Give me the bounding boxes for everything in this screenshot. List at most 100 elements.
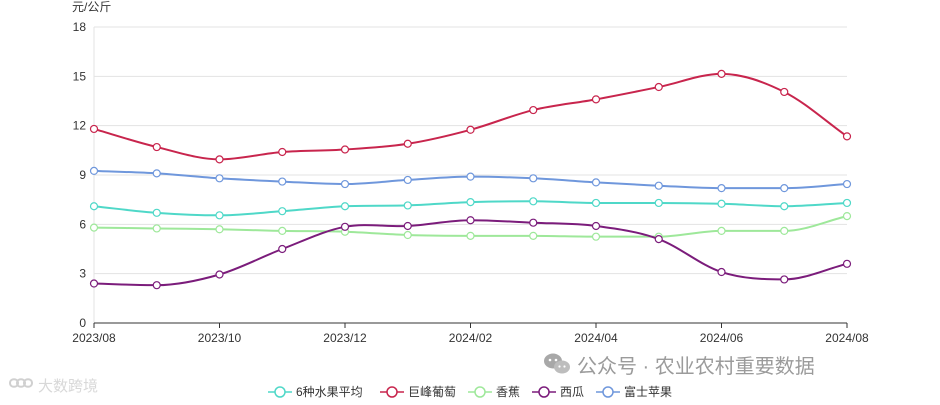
legend-marker-icon bbox=[602, 386, 614, 398]
data-point bbox=[278, 147, 287, 157]
data-point bbox=[466, 198, 475, 207]
x-axis: 2023/08 2023/10 2023/12 2024/02 2024/04 2024/… bbox=[72, 322, 869, 345]
legend-label: 富士苹果 bbox=[624, 384, 672, 399]
data-point bbox=[152, 208, 161, 217]
data-point bbox=[529, 231, 538, 240]
data-point bbox=[717, 184, 726, 193]
data-point bbox=[654, 198, 663, 208]
legend-label: 西瓜 bbox=[560, 385, 584, 399]
data-point bbox=[466, 172, 475, 181]
data-point bbox=[403, 221, 412, 231]
data-point bbox=[529, 105, 538, 115]
y-axis-ticks: 0 3 6 9 12 15 18 bbox=[73, 20, 87, 330]
data-point bbox=[717, 199, 726, 208]
data-point bbox=[278, 177, 287, 186]
data-point bbox=[215, 211, 224, 220]
legend-marker-icon bbox=[474, 386, 486, 398]
watermark-dashu: 大数跨境 bbox=[38, 377, 98, 395]
data-point bbox=[591, 178, 601, 187]
data-point bbox=[466, 216, 475, 225]
data-point bbox=[215, 270, 224, 279]
data-point bbox=[215, 225, 224, 234]
data-point bbox=[842, 198, 852, 208]
data-point bbox=[654, 181, 663, 190]
legend-item[interactable]: 香蕉 bbox=[468, 385, 520, 399]
data-point bbox=[278, 207, 287, 216]
series-lines bbox=[89, 69, 852, 290]
data-point bbox=[717, 69, 726, 78]
data-point bbox=[403, 175, 412, 185]
data-point bbox=[340, 179, 350, 189]
legend-item[interactable]: 巨峰葡萄 bbox=[380, 385, 456, 399]
legend-marker-icon bbox=[386, 386, 398, 398]
series-line bbox=[93, 72, 848, 161]
data-point bbox=[89, 124, 99, 134]
data-point bbox=[780, 184, 789, 193]
legend-item[interactable]: 富士苹果 bbox=[596, 384, 672, 399]
legend-label: 香蕉 bbox=[496, 385, 520, 399]
legend: 6种水果平均 巨峰葡萄 香蕉 西瓜 富士苹果 bbox=[268, 384, 672, 399]
series-0 bbox=[89, 197, 852, 220]
x-tick-label: 2024/02 bbox=[449, 331, 493, 345]
series-3 bbox=[89, 216, 852, 290]
x-tick-label: 2023/12 bbox=[323, 331, 367, 345]
data-point bbox=[780, 226, 789, 236]
x-tick-label: 2023/10 bbox=[198, 331, 242, 345]
data-point bbox=[278, 244, 287, 254]
series-1 bbox=[89, 69, 852, 164]
data-point bbox=[529, 197, 538, 206]
legend-marker-icon bbox=[274, 386, 286, 398]
series-4 bbox=[89, 166, 852, 193]
data-point bbox=[340, 202, 350, 211]
legend-label: 6种水果平均 bbox=[296, 385, 363, 399]
data-point bbox=[842, 179, 852, 189]
wechat-logo-icon bbox=[544, 353, 570, 374]
data-point bbox=[340, 145, 350, 154]
x-tick-label: 2024/08 bbox=[825, 331, 869, 345]
y-tick-label: 0 bbox=[79, 316, 86, 330]
watermarks: 公众号 · 农业农村重要数据 大数跨境 bbox=[8, 353, 815, 395]
x-tick-label: 2024/06 bbox=[700, 331, 744, 345]
data-point bbox=[152, 224, 161, 233]
dashu-logo-icon bbox=[8, 378, 34, 388]
legend-item[interactable]: 西瓜 bbox=[532, 385, 584, 399]
data-point bbox=[403, 139, 412, 148]
legend-item[interactable]: 6种水果平均 bbox=[268, 385, 363, 399]
data-point bbox=[591, 232, 601, 241]
data-point bbox=[529, 218, 538, 227]
data-point bbox=[278, 226, 287, 236]
data-point bbox=[780, 202, 789, 211]
data-point bbox=[403, 230, 412, 240]
y-tick-label: 18 bbox=[73, 20, 87, 34]
data-point bbox=[780, 87, 789, 97]
y-tick-label: 12 bbox=[73, 119, 87, 133]
y-tick-label: 9 bbox=[79, 168, 86, 182]
data-point bbox=[780, 275, 789, 284]
series-2 bbox=[89, 212, 852, 241]
data-point bbox=[89, 223, 99, 232]
data-point bbox=[89, 166, 99, 175]
data-point bbox=[89, 279, 99, 288]
data-point bbox=[152, 281, 161, 290]
y-axis-unit-label: 元/公斤 bbox=[72, 0, 111, 14]
x-tick-label: 2024/04 bbox=[574, 331, 618, 345]
legend-label: 巨峰葡萄 bbox=[408, 385, 456, 399]
data-point bbox=[89, 202, 99, 211]
data-point bbox=[215, 174, 224, 183]
data-point bbox=[466, 125, 475, 134]
data-point bbox=[340, 222, 350, 231]
watermark-wechat-account: 公众号 · 农业农村重要数据 bbox=[577, 355, 815, 378]
y-tick-label: 3 bbox=[79, 267, 86, 281]
data-point bbox=[591, 95, 601, 104]
data-point bbox=[842, 259, 852, 268]
legend-marker-icon bbox=[538, 386, 550, 398]
data-point bbox=[654, 82, 663, 92]
data-point bbox=[717, 267, 726, 277]
data-point bbox=[403, 201, 412, 210]
data-point bbox=[152, 142, 161, 152]
data-point bbox=[842, 132, 852, 141]
y-tick-label: 6 bbox=[79, 217, 86, 231]
x-tick-label: 2023/08 bbox=[72, 331, 116, 345]
data-point bbox=[529, 174, 538, 183]
